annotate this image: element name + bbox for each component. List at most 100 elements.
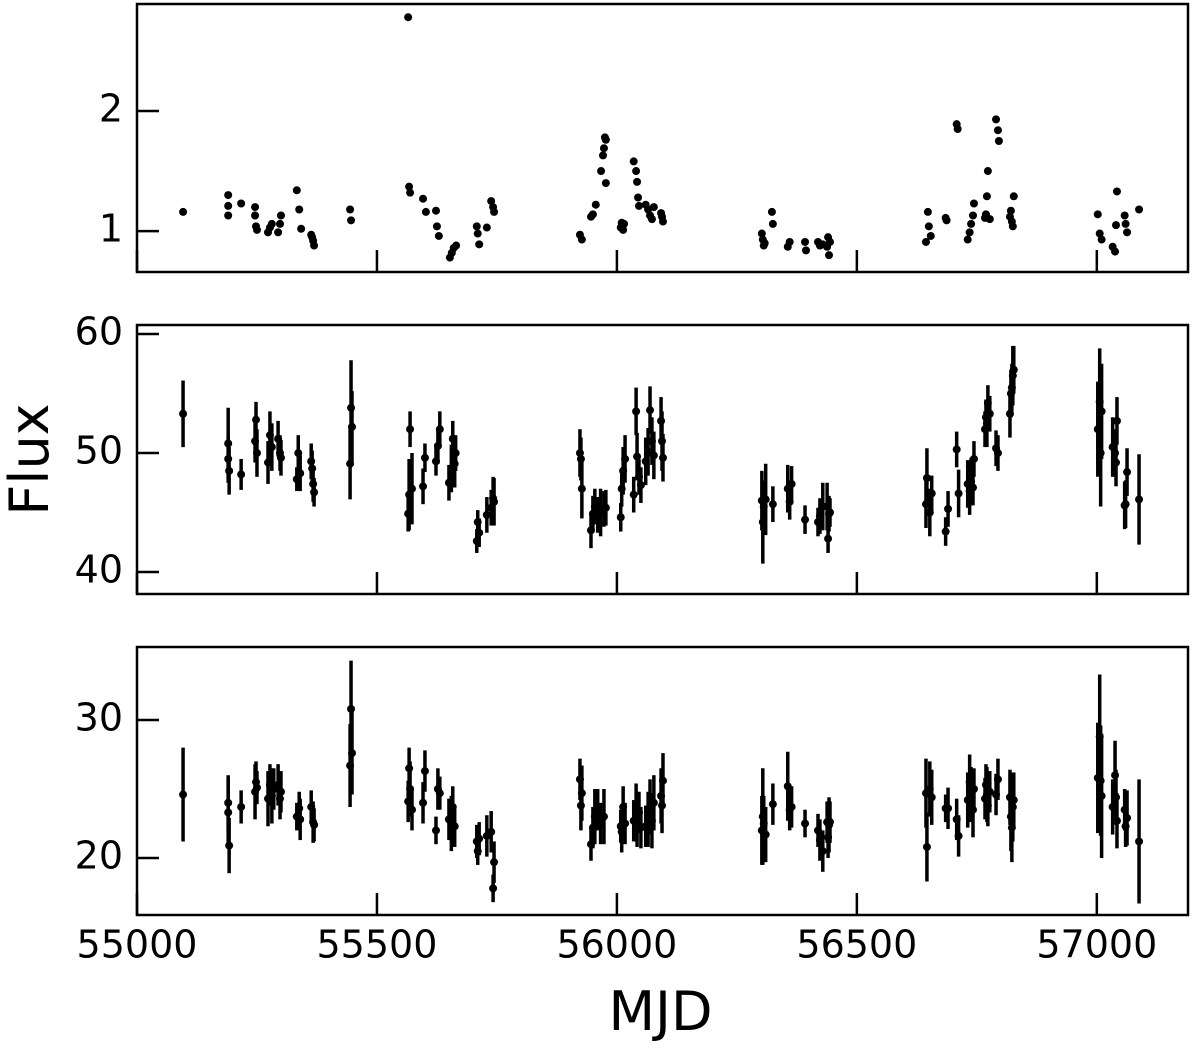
x-tick-label: 55500: [317, 923, 438, 967]
data-point: [407, 805, 416, 814]
data-point: [237, 802, 246, 811]
data-point: [490, 858, 499, 867]
data-point: [632, 167, 641, 176]
data-point: [472, 222, 481, 231]
data-point: [347, 422, 356, 431]
data-point: [658, 453, 667, 462]
data-point: [825, 237, 834, 246]
data-point: [450, 822, 459, 831]
data-point: [801, 515, 810, 524]
data-point: [1123, 813, 1132, 822]
y-tick-label: 50: [75, 429, 123, 473]
data-point: [1111, 247, 1120, 256]
data-point: [785, 237, 794, 246]
data-point: [577, 484, 586, 493]
data-point: [658, 776, 667, 785]
data-point: [276, 787, 285, 796]
data-point: [632, 407, 641, 416]
data-point: [599, 812, 608, 821]
data-point: [1112, 187, 1121, 196]
plot-frame: [135, 2, 1190, 274]
data-point: [267, 219, 276, 228]
data-point: [1121, 219, 1130, 228]
data-point: [992, 115, 1001, 124]
data-point: [1097, 791, 1106, 800]
data-point: [420, 453, 429, 462]
data-point: [985, 409, 994, 418]
data-point: [922, 842, 931, 851]
data-point: [274, 228, 283, 237]
data-point: [237, 199, 246, 208]
data-point: [597, 167, 606, 176]
data-point: [251, 211, 260, 220]
plot-frame: [135, 323, 1190, 596]
data-point: [252, 449, 261, 458]
data-point: [801, 819, 810, 828]
data-point: [1095, 229, 1104, 238]
data-point: [404, 13, 413, 22]
data-point: [1008, 222, 1017, 231]
x-axis-label: MJD: [608, 980, 712, 1043]
x-tick-label: 56500: [796, 923, 917, 967]
data-point: [1135, 495, 1144, 504]
data-point: [954, 831, 963, 840]
data-point: [591, 200, 600, 209]
data-point: [629, 157, 638, 166]
data-point: [983, 167, 992, 176]
data-point: [944, 504, 953, 513]
data-point: [225, 466, 234, 475]
y-tick-label: 20: [75, 834, 123, 878]
data-point: [224, 808, 233, 817]
data-point: [475, 240, 484, 249]
data-point: [601, 503, 610, 512]
data-point: [1009, 192, 1018, 201]
data-point: [768, 500, 777, 509]
data-point: [347, 749, 356, 758]
data-point: [818, 847, 827, 856]
data-point: [969, 199, 978, 208]
data-point: [994, 137, 1003, 146]
data-point: [963, 235, 972, 244]
data-point: [451, 449, 460, 458]
data-point: [760, 239, 769, 248]
data-point: [969, 454, 978, 463]
data-point: [310, 241, 319, 250]
data-point: [636, 481, 645, 490]
data-point: [825, 251, 834, 260]
data-point: [1112, 416, 1121, 425]
data-point: [783, 782, 792, 791]
data-point: [985, 215, 994, 224]
data-point: [296, 469, 305, 478]
data-point: [1097, 407, 1106, 416]
data-point: [1135, 205, 1144, 214]
data-point: [924, 222, 933, 231]
data-point: [435, 425, 444, 434]
data-point: [926, 231, 935, 240]
data-point: [252, 783, 261, 792]
data-point: [761, 830, 770, 839]
x-tick-label: 56000: [556, 923, 677, 967]
data-point: [179, 409, 188, 418]
data-point: [927, 793, 936, 802]
data-point: [475, 528, 484, 537]
y-tick-label: 40: [75, 547, 123, 591]
data-point: [252, 415, 261, 424]
data-point: [633, 177, 642, 186]
data-point: [801, 246, 810, 255]
data-point: [633, 452, 642, 461]
data-point: [969, 483, 978, 492]
data-point: [490, 497, 499, 506]
data-point: [419, 194, 428, 203]
data-point: [761, 495, 770, 504]
data-point: [647, 215, 656, 224]
data-point: [768, 219, 777, 228]
data-point: [431, 826, 440, 835]
data-point: [649, 451, 658, 460]
data-point: [224, 211, 233, 220]
data-point: [824, 534, 833, 543]
data-point: [941, 527, 950, 536]
data-point: [801, 237, 810, 246]
data-point: [405, 182, 414, 191]
data-point: [487, 827, 496, 836]
data-point: [965, 228, 974, 237]
